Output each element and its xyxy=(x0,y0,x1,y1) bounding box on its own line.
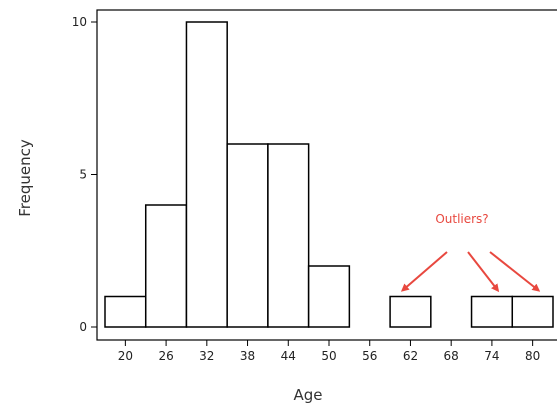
y-axis: 0 5 10 xyxy=(72,15,97,334)
annotation-arrow xyxy=(489,251,541,292)
x-tick-label: 62 xyxy=(403,349,418,363)
histogram-bar xyxy=(144,204,188,328)
bars-group xyxy=(104,21,554,328)
histogram-bar xyxy=(104,295,147,328)
x-tick-label: 56 xyxy=(362,349,377,363)
y-axis-title: Frequency xyxy=(16,139,34,217)
x-tick-label: 44 xyxy=(281,349,296,363)
x-tick-label: 32 xyxy=(199,349,214,363)
x-axis: 20 26 32 38 44 50 56 62 68 74 80 xyxy=(118,340,540,363)
histogram-bar xyxy=(226,143,269,328)
x-tick-label: 20 xyxy=(118,349,133,363)
x-tick-label: 68 xyxy=(444,349,459,363)
outliers-annotation: Outliers? xyxy=(400,212,541,293)
x-tick-label: 74 xyxy=(484,349,499,363)
y-tick-label: 10 xyxy=(72,15,87,29)
x-tick-label: 50 xyxy=(321,349,336,363)
histogram-bar xyxy=(511,295,554,328)
histogram-bar xyxy=(470,295,514,328)
x-tick-label: 38 xyxy=(240,349,255,363)
histogram-bar xyxy=(307,265,351,328)
x-tick-label: 26 xyxy=(158,349,173,363)
y-tick-label: 0 xyxy=(79,320,87,334)
annotation-arrow xyxy=(400,251,448,292)
histogram-bar xyxy=(267,143,310,328)
histogram-bar xyxy=(389,295,432,328)
plot-area xyxy=(96,9,557,341)
histogram-bar xyxy=(185,21,228,328)
x-tick-label: 80 xyxy=(525,349,540,363)
y-tick-label: 5 xyxy=(79,168,87,182)
x-axis-title: Age xyxy=(293,386,322,404)
annotation-label: Outliers? xyxy=(435,212,488,226)
annotation-arrow xyxy=(467,251,500,293)
